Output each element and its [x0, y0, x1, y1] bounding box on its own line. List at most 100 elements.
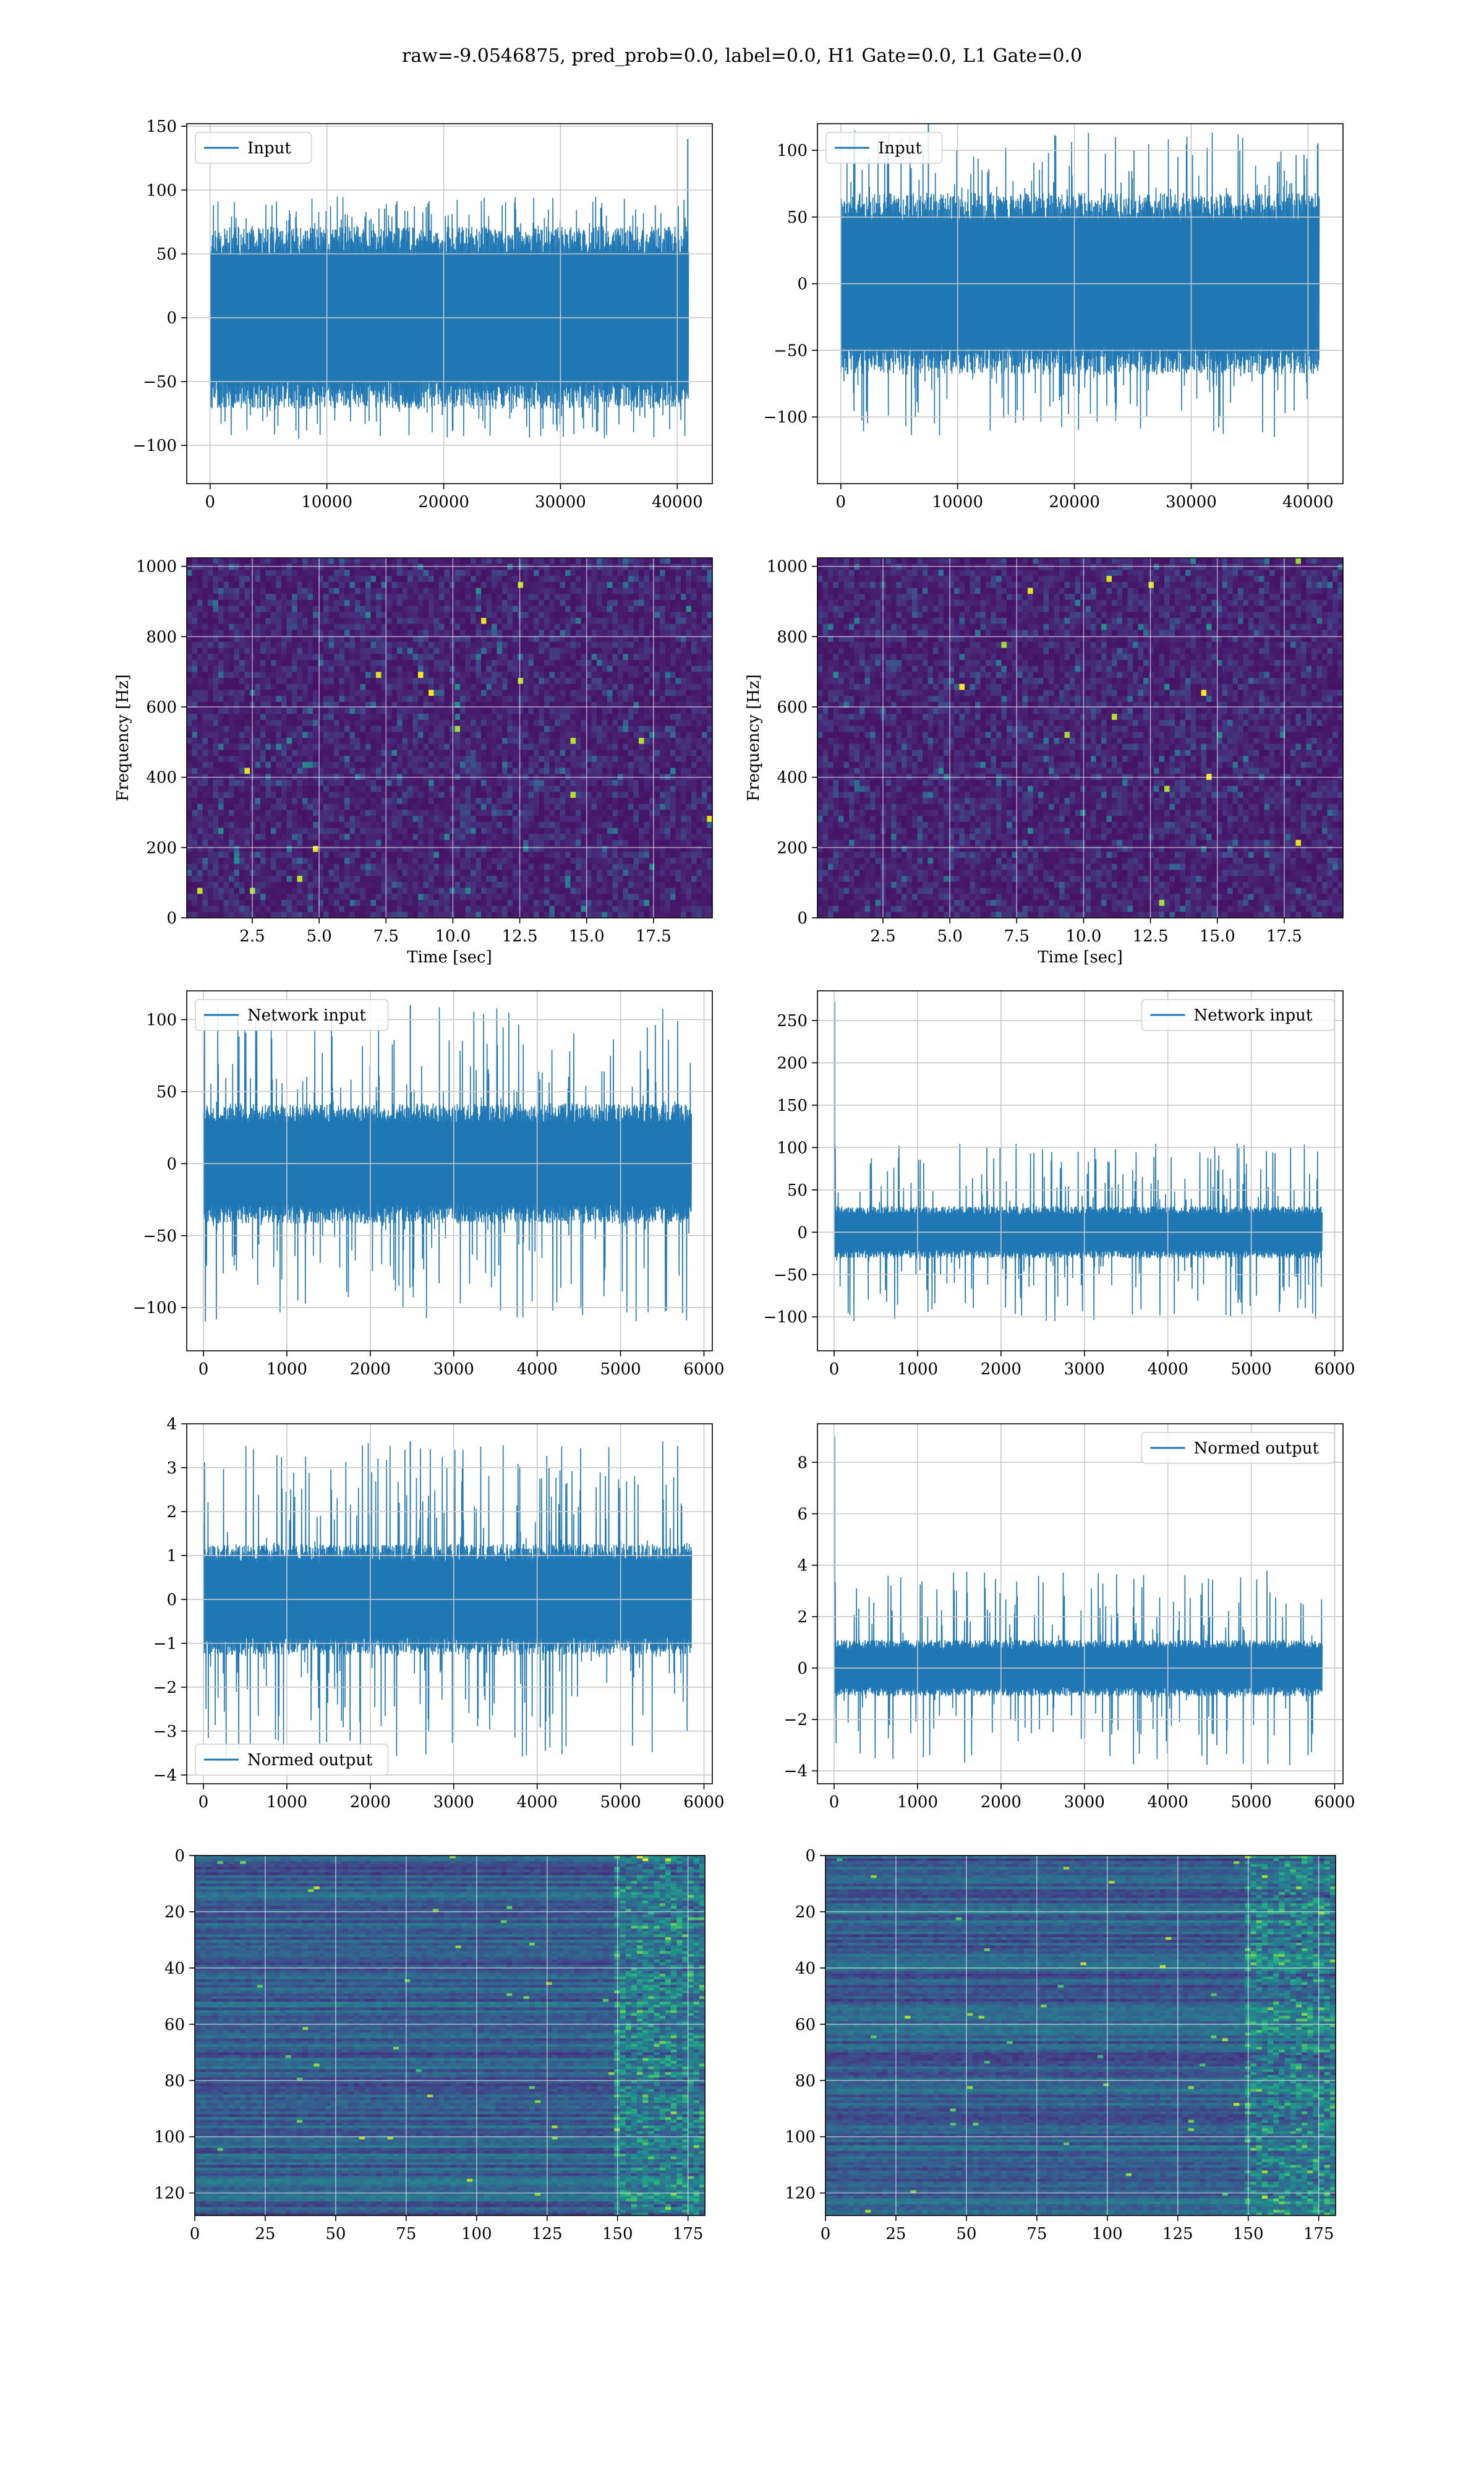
heatmap-cell [602, 834, 608, 841]
heatmap-cell [344, 738, 351, 745]
heatmap-cell [286, 798, 292, 805]
heatmap-cell [560, 648, 566, 654]
heatmap-cell [407, 803, 414, 810]
heatmap-cell [570, 659, 576, 667]
heatmap-cell [644, 816, 650, 823]
heatmap-cell [202, 839, 208, 847]
heatmap-cell [560, 654, 566, 661]
heatmap-cell [612, 599, 618, 607]
heatmap-cell [639, 719, 645, 727]
heatmap-cell [244, 654, 250, 661]
heatmap-cell [218, 623, 224, 630]
heatmap-cell [628, 641, 634, 649]
heatmap-cell [328, 845, 335, 852]
heatmap-cell [213, 690, 219, 696]
heatmap-cell [255, 690, 261, 696]
heatmap-cell [307, 690, 313, 696]
heatmap-cell [707, 606, 712, 612]
heatmap-cell [460, 690, 466, 696]
heatmap-cell [492, 618, 498, 625]
heatmap-cell [707, 696, 712, 703]
heatmap-cell [313, 618, 319, 625]
heatmap-cell [696, 828, 702, 834]
heatmap-cell [707, 845, 712, 852]
heatmap-cell [670, 792, 676, 798]
heatmap-cell [349, 588, 356, 594]
heatmap-cell [339, 563, 345, 570]
legend-label: Input [247, 139, 291, 158]
heatmap-cell [602, 708, 608, 714]
heatmap-cell [492, 581, 498, 589]
heatmap-cell [213, 648, 219, 654]
heatmap-cell [360, 576, 366, 583]
heatmap-cell [549, 810, 555, 816]
heatmap-cell [502, 588, 508, 594]
heatmap-cell [691, 558, 697, 565]
heatmap-cell [349, 630, 356, 636]
heatmap-cell [644, 750, 650, 756]
heatmap-cell [534, 696, 540, 703]
heatmap-cell [450, 563, 456, 570]
heatmap-cell [397, 563, 403, 570]
heatmap-cell [381, 726, 387, 732]
heatmap-cell [686, 738, 692, 745]
heatmap-cell [623, 636, 629, 643]
heatmap-cell [344, 839, 351, 847]
heatmap-cell [412, 810, 419, 816]
heatmap-cell [549, 618, 555, 625]
heatmap-cell [433, 761, 440, 769]
heatmap-cell [691, 743, 697, 750]
heatmap-cell [318, 714, 324, 721]
heatmap-cell [349, 785, 356, 792]
heatmap-cell [429, 708, 435, 714]
heatmap-cell [286, 618, 292, 625]
heatmap-cell [286, 654, 292, 661]
heatmap-cell [407, 732, 414, 738]
heatmap-cell [581, 672, 587, 678]
heatmap-cell [639, 630, 645, 636]
heatmap-cell [344, 606, 351, 612]
heatmap-cell [460, 678, 466, 685]
heatmap-cell [570, 719, 576, 727]
heatmap-cell [633, 743, 639, 750]
heatmap-cell [365, 581, 372, 589]
heatmap-cell [513, 623, 519, 630]
heatmap-cell [192, 839, 198, 847]
heatmap-cell [702, 714, 708, 721]
heatmap-cell [523, 816, 529, 823]
heatmap-cell [586, 768, 592, 774]
heatmap-cell [229, 701, 235, 709]
heatmap-cell [286, 606, 292, 612]
heatmap-cell [539, 672, 545, 678]
heatmap-cell [691, 816, 697, 823]
heatmap-cell [271, 623, 277, 630]
heatmap-cell [444, 732, 450, 738]
heatmap-cell [255, 714, 261, 721]
heatmap-cell [255, 659, 261, 667]
heatmap-cell [271, 732, 277, 738]
heatmap-cell [265, 821, 271, 829]
heatmap-cell [302, 672, 309, 678]
heatmap-cell [581, 761, 587, 769]
heatmap-cell [286, 708, 292, 714]
heatmap-cell [370, 743, 377, 750]
heatmap-cell [460, 845, 466, 852]
heatmap-cell [534, 558, 540, 565]
heatmap-cell [565, 839, 571, 847]
heatmap-cell [518, 738, 524, 745]
heatmap-cell [681, 761, 687, 769]
heatmap-cell [660, 750, 666, 756]
heatmap-cell [328, 678, 335, 685]
heatmap-cell [281, 768, 288, 774]
heatmap-cell [591, 761, 597, 769]
heatmap-cell [586, 708, 592, 714]
heatmap-cell [649, 594, 655, 601]
heatmap-cell [534, 750, 540, 756]
heatmap-cell [444, 678, 450, 685]
heatmap-cell [633, 708, 639, 714]
heatmap-cell [654, 636, 660, 643]
heatmap-cell [665, 821, 671, 829]
heatmap-cell [450, 641, 456, 649]
heatmap-cell [281, 839, 288, 847]
heatmap-cell [386, 750, 393, 756]
